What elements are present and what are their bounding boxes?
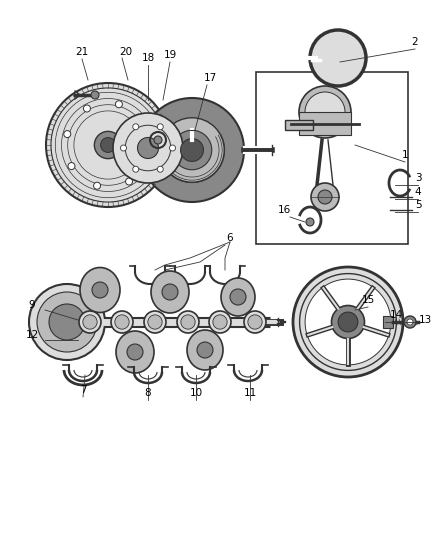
Text: 10: 10	[190, 388, 202, 398]
Circle shape	[29, 284, 105, 360]
Circle shape	[64, 131, 71, 138]
Circle shape	[46, 83, 170, 207]
Circle shape	[305, 92, 345, 132]
Text: 7: 7	[80, 385, 86, 395]
Bar	[299, 112, 351, 135]
Text: 16: 16	[277, 205, 291, 215]
Text: 8: 8	[145, 388, 151, 398]
Circle shape	[91, 91, 99, 99]
Circle shape	[125, 125, 171, 171]
Circle shape	[127, 344, 143, 360]
Circle shape	[138, 138, 159, 158]
Circle shape	[115, 101, 122, 108]
Circle shape	[332, 305, 364, 338]
Circle shape	[293, 267, 403, 377]
Ellipse shape	[151, 271, 189, 313]
Circle shape	[154, 136, 162, 144]
Text: 9: 9	[28, 300, 35, 310]
Circle shape	[197, 342, 213, 358]
Circle shape	[172, 130, 212, 169]
Ellipse shape	[187, 330, 223, 370]
Circle shape	[310, 30, 366, 86]
Text: 3: 3	[415, 173, 421, 183]
Circle shape	[404, 316, 416, 328]
Text: 1: 1	[402, 150, 408, 160]
Text: 4: 4	[415, 187, 421, 197]
Circle shape	[144, 311, 166, 333]
Circle shape	[300, 273, 396, 370]
Text: 20: 20	[120, 47, 133, 57]
Ellipse shape	[221, 278, 255, 316]
Circle shape	[126, 178, 133, 185]
Bar	[256, 72, 408, 244]
Ellipse shape	[80, 268, 120, 312]
Text: 6: 6	[227, 233, 233, 243]
Text: 14: 14	[389, 310, 403, 320]
Circle shape	[37, 292, 97, 352]
Circle shape	[133, 166, 139, 172]
Circle shape	[157, 124, 163, 130]
Circle shape	[101, 138, 116, 152]
Circle shape	[120, 145, 127, 151]
Circle shape	[115, 315, 129, 329]
Text: 21: 21	[75, 47, 88, 57]
Circle shape	[230, 289, 246, 305]
Circle shape	[94, 182, 101, 189]
Ellipse shape	[116, 331, 154, 373]
Text: 18: 18	[141, 53, 155, 63]
Circle shape	[338, 312, 358, 332]
Text: 17: 17	[203, 73, 217, 83]
Bar	[383, 316, 393, 328]
Circle shape	[133, 124, 139, 130]
Circle shape	[181, 315, 195, 329]
Circle shape	[51, 88, 165, 202]
Circle shape	[160, 118, 224, 182]
Circle shape	[180, 139, 203, 161]
Circle shape	[145, 152, 152, 159]
Circle shape	[162, 284, 178, 300]
Bar	[285, 120, 313, 130]
Circle shape	[140, 98, 244, 202]
Circle shape	[111, 311, 133, 333]
Circle shape	[177, 311, 199, 333]
Circle shape	[157, 166, 163, 172]
Text: 19: 19	[163, 50, 177, 60]
Circle shape	[213, 315, 227, 329]
Circle shape	[79, 311, 101, 333]
Circle shape	[209, 311, 231, 333]
Text: 15: 15	[361, 295, 374, 305]
Circle shape	[305, 279, 391, 365]
Text: 12: 12	[25, 330, 39, 340]
Circle shape	[170, 145, 176, 151]
Text: 13: 13	[418, 315, 431, 325]
Circle shape	[148, 315, 162, 329]
Circle shape	[311, 183, 339, 211]
Text: 2: 2	[412, 37, 418, 47]
Circle shape	[83, 105, 90, 112]
Circle shape	[248, 315, 262, 329]
Circle shape	[68, 163, 75, 169]
Circle shape	[299, 86, 351, 138]
Circle shape	[94, 131, 122, 159]
Circle shape	[318, 190, 332, 204]
Circle shape	[244, 311, 266, 333]
Circle shape	[306, 218, 314, 226]
Circle shape	[92, 282, 108, 298]
Text: 11: 11	[244, 388, 257, 398]
Circle shape	[318, 42, 358, 82]
Circle shape	[314, 36, 362, 84]
Text: 5: 5	[415, 200, 421, 210]
Circle shape	[407, 319, 413, 325]
Circle shape	[49, 304, 85, 340]
Circle shape	[141, 120, 148, 127]
Circle shape	[83, 315, 97, 329]
Circle shape	[113, 113, 183, 183]
